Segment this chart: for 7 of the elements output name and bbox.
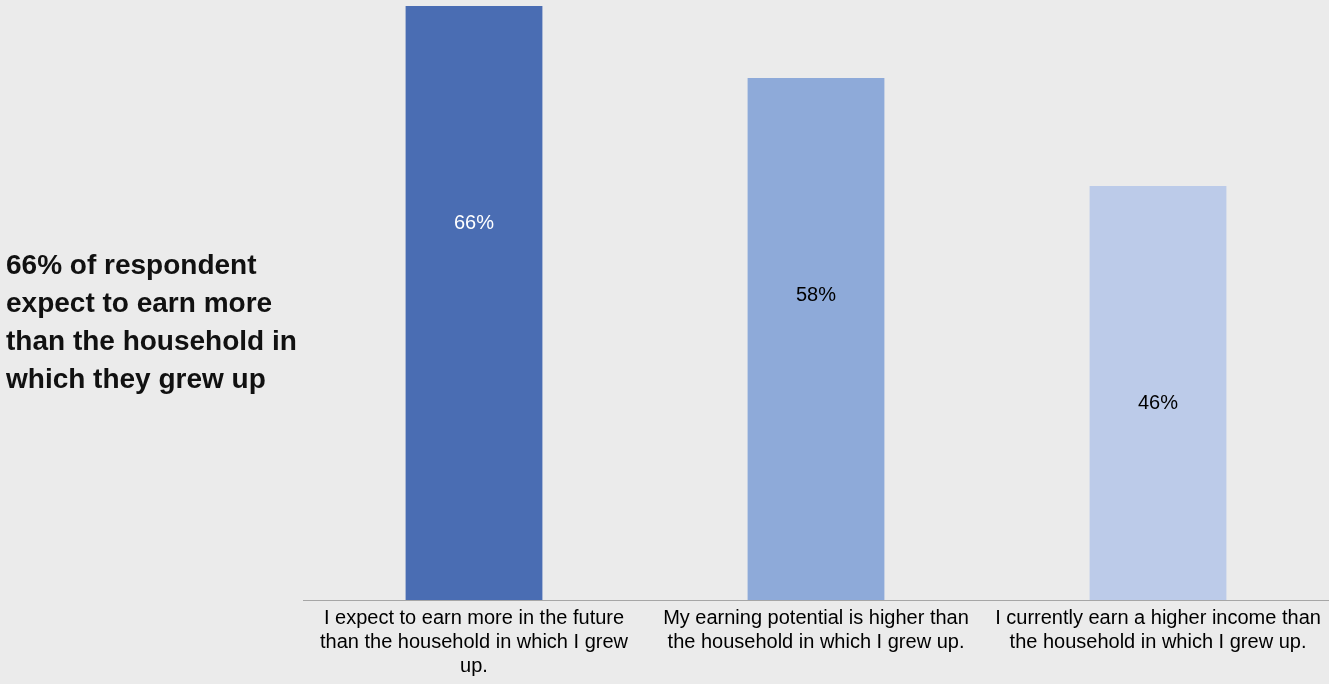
data-label: 66%	[453, 210, 495, 233]
data-label: 58%	[795, 282, 837, 305]
data-label: 46%	[1137, 390, 1179, 413]
x-tick-label: I currently earn a higher income than the household in which I grew up.	[995, 605, 1321, 652]
x-tick-label: I expect to earn more in the future than the household in which I grew up.	[320, 605, 629, 676]
text: 66% of respondent expect to earn more than the household in which they grew up	[6, 248, 298, 396]
x-tick-label: My earning potential is higher than the household in which I grew up.	[663, 605, 969, 652]
